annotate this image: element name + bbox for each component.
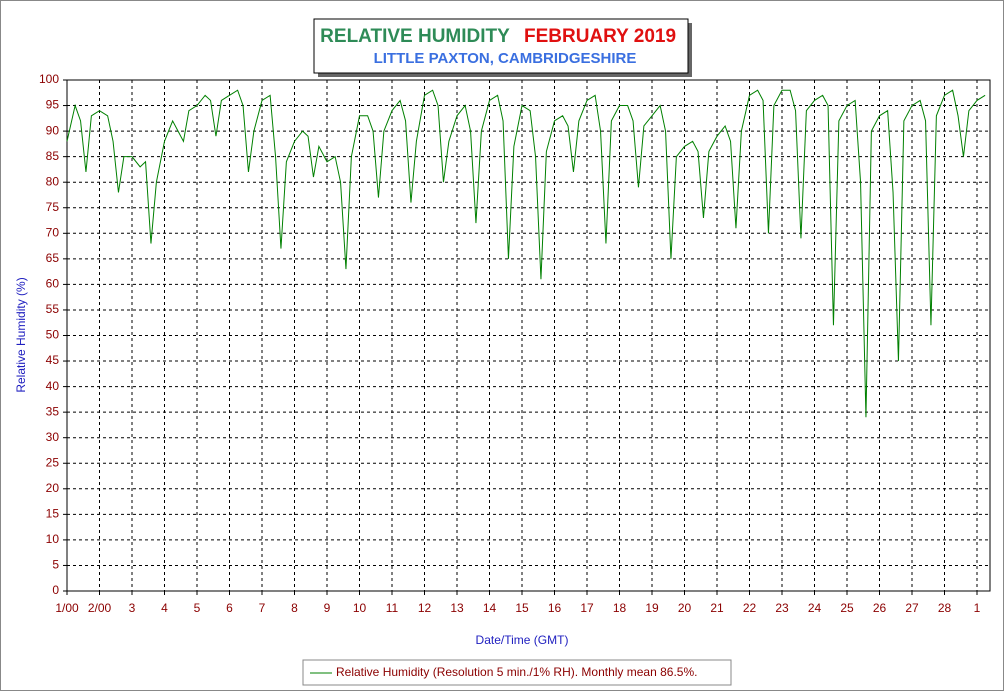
title-box [313, 18, 689, 74]
y-tick-label: 0 [52, 583, 59, 597]
x-tick-label: 1 [974, 601, 981, 615]
x-tick-label: 4 [161, 601, 168, 615]
y-tick-label: 50 [46, 328, 60, 342]
x-tick-label: 16 [548, 601, 562, 615]
x-tick-label: 22 [743, 601, 757, 615]
x-tick-label: 18 [613, 601, 627, 615]
x-tick-label: 7 [259, 601, 266, 615]
x-tick-label: 23 [775, 601, 789, 615]
x-axis-label: Date/Time (GMT) [476, 633, 569, 647]
y-tick-label: 15 [46, 507, 60, 521]
x-tick-label: 6 [226, 601, 233, 615]
x-tick-label: 20 [678, 601, 692, 615]
y-tick-label: 45 [46, 353, 60, 367]
plot-border [66, 79, 991, 592]
y-tick-label: 30 [46, 430, 60, 444]
x-tick-label: 24 [808, 601, 822, 615]
y-tick-label: 55 [46, 302, 60, 316]
legend-box [302, 659, 732, 686]
chart-subtitle: LITTLE PAXTON, CAMBRIDGESHIRE [374, 50, 637, 67]
y-tick-label: 60 [46, 277, 60, 291]
y-tick-label: 70 [46, 225, 60, 239]
data-line [66, 89, 986, 418]
y-tick-label: 75 [46, 200, 60, 214]
x-tick-label: 15 [515, 601, 529, 615]
x-tick-label: 9 [324, 601, 331, 615]
x-tick-label: 2/00 [88, 601, 112, 615]
chart-title: RELATIVE HUMIDITY [320, 26, 510, 47]
x-tick-label: 1/00 [55, 601, 79, 615]
y-tick-label: 35 [46, 404, 60, 418]
y-tick-label: 95 [46, 98, 60, 112]
x-tick-label: 8 [291, 601, 298, 615]
x-tick-label: 25 [840, 601, 854, 615]
y-tick-label: 85 [46, 149, 60, 163]
y-tick-label: 5 [52, 558, 59, 572]
y-tick-label: 100 [39, 72, 59, 86]
x-tick-label: 21 [710, 601, 724, 615]
x-tick-label: 13 [450, 601, 464, 615]
x-tick-label: 26 [873, 601, 887, 615]
y-axis-label: Relative Humidity (%) [14, 277, 28, 392]
x-tick-label: 19 [645, 601, 659, 615]
chart-period: FEBRUARY 2019 [524, 26, 676, 47]
x-tick-label: 5 [194, 601, 201, 615]
y-tick-label: 25 [46, 455, 60, 469]
y-tick-label: 10 [46, 532, 60, 546]
x-tick-label: 11 [386, 601, 399, 615]
x-tick-label: 3 [129, 601, 136, 615]
x-tick-label: 28 [938, 601, 952, 615]
x-tick-label: 14 [483, 601, 497, 615]
legend-label: Relative Humidity (Resolution 5 min./1% … [336, 665, 697, 679]
x-tick-label: 12 [418, 601, 432, 615]
y-tick-label: 90 [46, 123, 60, 137]
y-tick-label: 65 [46, 251, 60, 265]
x-tick-label: 10 [353, 601, 367, 615]
x-tick-label: 17 [580, 601, 594, 615]
y-tick-label: 20 [46, 481, 60, 495]
y-tick-label: 40 [46, 379, 60, 393]
y-tick-label: 80 [46, 174, 60, 188]
x-tick-label: 27 [905, 601, 919, 615]
